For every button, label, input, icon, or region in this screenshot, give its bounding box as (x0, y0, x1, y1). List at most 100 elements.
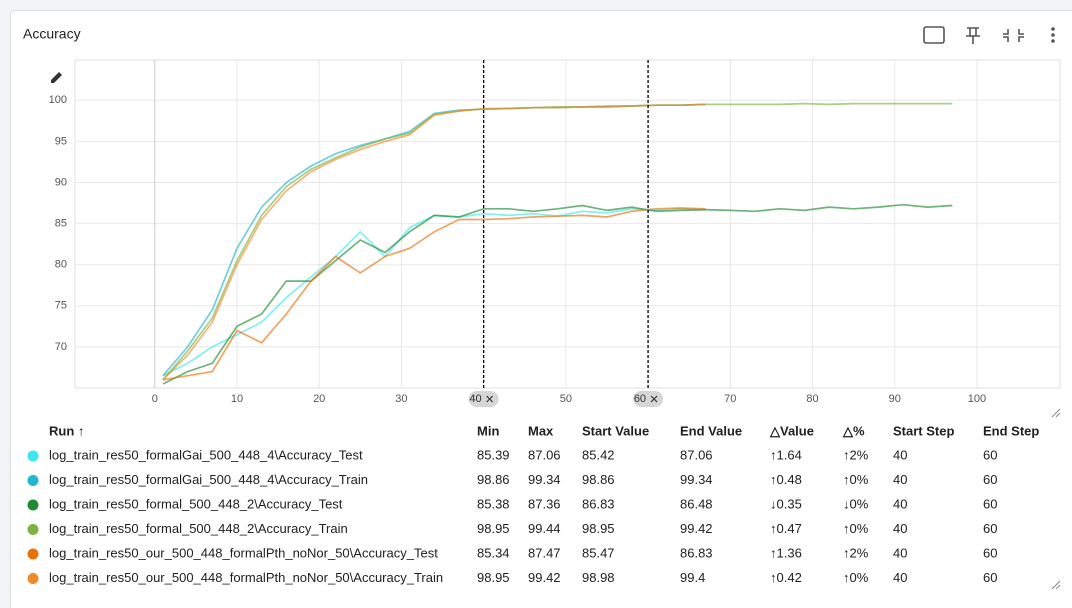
table-cell: 99.34 (680, 472, 713, 487)
toolbar (923, 26, 1024, 44)
table-cell: 98.95 (582, 521, 615, 536)
x-tick-label: 90 (889, 393, 901, 405)
table-cell: ↓0.35 (770, 496, 802, 511)
run-color-dot (27, 450, 39, 462)
table-cell: ↑0% (843, 570, 869, 585)
table-cell: 85.38 (477, 496, 510, 511)
x-tick-label: 100 (968, 393, 986, 405)
table-cell: 87.06 (680, 447, 713, 462)
table-cell: 40 (893, 447, 907, 462)
series-line (162, 203, 953, 385)
x-tick-label: 50 (560, 393, 572, 405)
column-header: Start Value (582, 423, 649, 438)
table-cell: 86.83 (680, 545, 713, 560)
run-name: log_train_res50_our_500_448_formalPth_no… (49, 570, 443, 585)
table-cell: ↑1.36 (770, 545, 802, 560)
table-cell: 99.42 (680, 521, 713, 536)
series-line (162, 207, 706, 381)
table-cell: 87.36 (528, 496, 561, 511)
x-tick-label: 70 (724, 393, 736, 405)
table-cell: ↑0.48 (770, 472, 802, 487)
table-cell: ↑0.42 (770, 570, 802, 585)
run-color-dot (27, 548, 39, 560)
x-tick-label: 0 (152, 393, 158, 405)
column-header: △Value (769, 423, 814, 438)
table-cell: 85.47 (582, 545, 615, 560)
card (10, 10, 1072, 608)
table-cell: 60 (983, 521, 997, 536)
y-tick-label: 70 (55, 341, 67, 353)
run-color-dot (27, 573, 39, 584)
y-tick-label: 85 (55, 217, 67, 229)
table-cell: 99.4 (680, 570, 705, 585)
table-cell: 99.34 (528, 472, 561, 487)
table-cell: 60 (983, 545, 997, 560)
run-name: log_train_res50_our_500_448_formalPth_no… (49, 545, 438, 560)
table-cell: 60 (983, 570, 997, 585)
table-cell: 40 (893, 521, 907, 536)
run-color-dot (27, 475, 39, 486)
table-cell: 60 (983, 496, 997, 511)
card-title: Accuracy (23, 26, 81, 42)
edit-icon[interactable] (51, 72, 62, 83)
table-cell: 98.86 (477, 472, 510, 487)
table-cell: 40 (893, 472, 907, 487)
y-tick-label: 90 (55, 176, 67, 188)
column-header[interactable]: Run ↑ (49, 423, 84, 438)
table-cell: 98.98 (582, 570, 615, 585)
table-cell: ↓0% (843, 496, 869, 511)
run-color-dot (27, 499, 39, 511)
y-tick-label: 95 (55, 135, 67, 147)
x-tick-label: 20 (313, 393, 325, 405)
collapse-button[interactable] (1003, 29, 1024, 42)
fit-button[interactable] (923, 26, 945, 44)
column-header: △% (842, 423, 865, 438)
column-header: End Value (680, 423, 742, 438)
selection-label: 40 (469, 393, 481, 405)
selection-chip (633, 391, 664, 407)
table-cell: 98.95 (477, 570, 510, 585)
table-cell: 99.44 (528, 521, 561, 536)
selection-remove[interactable] (486, 395, 494, 403)
x-tick-label: 30 (395, 393, 407, 405)
table-cell: 60 (983, 447, 997, 462)
x-tick-label: 80 (806, 393, 818, 405)
column-header: Start Step (893, 423, 954, 438)
table-cell: 85.39 (477, 447, 510, 462)
table-cell: ↑2% (843, 447, 869, 462)
table-cell: 87.06 (528, 447, 561, 462)
column-header: Max (528, 423, 554, 438)
series-line (162, 103, 706, 381)
selection-chip (468, 391, 499, 407)
table-cell: 98.86 (582, 472, 615, 487)
table-cell: 86.83 (582, 496, 615, 511)
table-cell: ↑2% (843, 545, 869, 560)
table-cell: 99.42 (528, 570, 561, 585)
pin-button[interactable] (966, 27, 980, 44)
table-cell: ↑0% (843, 472, 869, 487)
y-tick-label: 75 (55, 300, 67, 312)
x-tick-label: 10 (231, 393, 243, 405)
resize-handle[interactable] (1051, 408, 1061, 590)
table-cell: 40 (893, 570, 907, 585)
y-tick-label: 80 (55, 259, 67, 271)
run-name: log_train_res50_formalGai_500_448_4\Accu… (49, 447, 363, 462)
run-name: log_train_res50_formal_500_448_2\Accurac… (49, 521, 348, 536)
table-cell: ↑0% (843, 521, 869, 536)
column-header: End Step (983, 423, 1039, 438)
run-color-dot (27, 524, 39, 535)
column-header: Min (477, 423, 499, 438)
run-name: log_train_res50_formalGai_500_448_4\Accu… (49, 472, 368, 487)
table-cell: 87.47 (528, 545, 561, 560)
table-cell: 40 (893, 545, 907, 560)
menu-button[interactable] (1051, 27, 1055, 43)
table-cell: 85.34 (477, 545, 510, 560)
table-cell: ↑0.47 (770, 521, 802, 536)
table-cell: ↑1.64 (770, 447, 802, 462)
selection-label: 60 (634, 393, 646, 405)
selection-remove[interactable] (650, 395, 658, 403)
table-cell: 60 (983, 472, 997, 487)
run-name: log_train_res50_formal_500_448_2\Accurac… (49, 496, 343, 511)
table-cell: 98.95 (477, 521, 510, 536)
